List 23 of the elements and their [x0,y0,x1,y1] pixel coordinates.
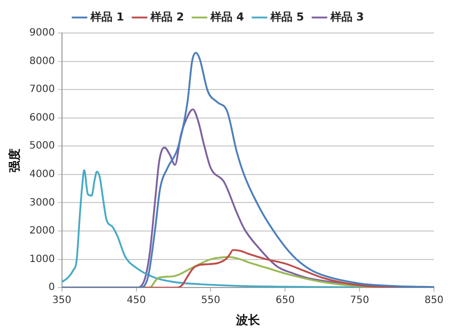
legend-label: 样品 4 [210,10,244,24]
x-tick-label: 750 [350,295,370,306]
y-tick-label: 7000 [29,84,55,96]
y-tick-label: 2000 [29,226,55,237]
x-tick-label: 350 [52,295,72,306]
y-tick-label: 1000 [29,254,55,265]
x-axis-title: 波长 [234,312,261,327]
y-tick-label: 4000 [29,169,55,180]
y-axis-title: 强度 [7,148,22,172]
y-tick-label: 3000 [29,197,55,208]
x-tick-label: 450 [126,295,146,306]
y-tick-label: 0 [48,282,55,294]
y-tick-label: 6000 [29,112,55,124]
x-tick-label: 650 [276,295,295,306]
y-tick-label: 8000 [29,56,55,67]
x-tick-label: 850 [424,295,444,306]
y-tick-label: 9000 [29,28,55,39]
legend-label: 样品 2 [150,10,184,24]
legend-label: 样品 1 [90,10,124,24]
legend-label: 样品 5 [269,10,304,24]
legend-label: 样品 3 [329,10,364,24]
y-tick-label: 5000 [29,140,55,152]
x-tick-label: 550 [201,295,220,306]
